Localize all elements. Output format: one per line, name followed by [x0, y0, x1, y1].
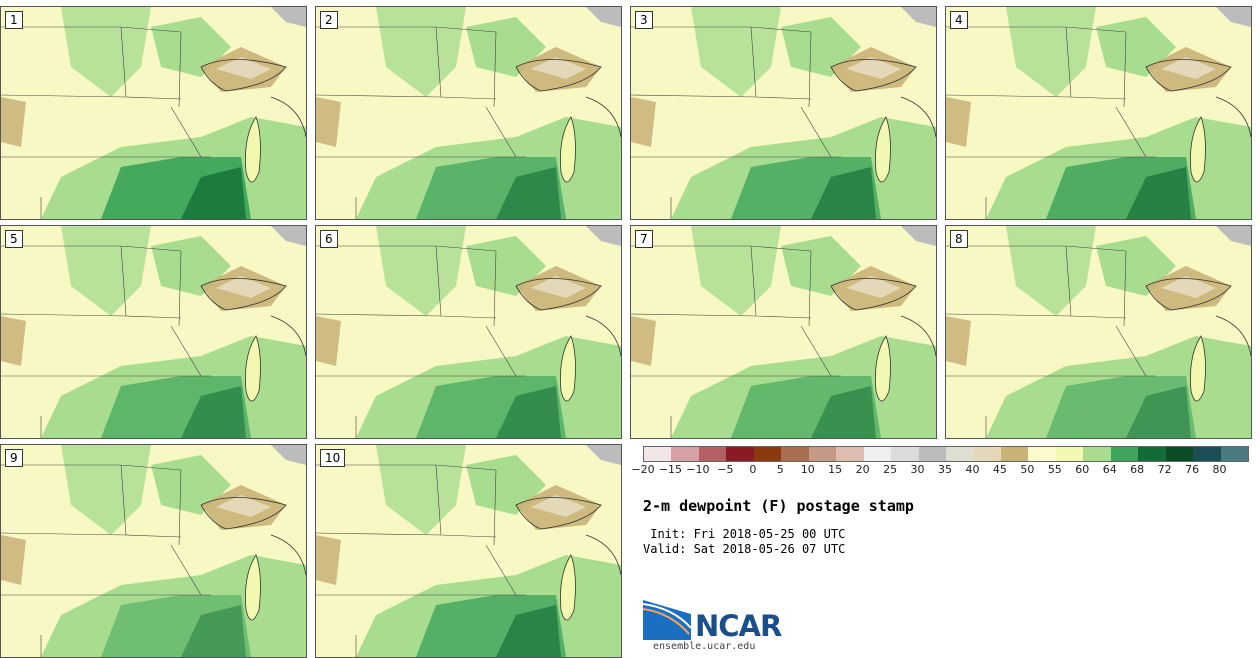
dewpoint-map	[1, 226, 306, 438]
colorbar-tick: −15	[658, 463, 683, 476]
dewpoint-colorbar	[643, 446, 1249, 462]
dewpoint-map	[631, 226, 936, 438]
dewpoint-map	[1, 445, 306, 657]
colorbar-swatch	[1000, 447, 1029, 461]
colorbar-tick: 72	[1157, 463, 1172, 476]
colorbar-tick: 68	[1130, 463, 1145, 476]
postage-stamp-9: 9	[0, 444, 307, 658]
init-time: Init: Fri 2018-05-25 00 UTC	[643, 527, 846, 541]
ncar-logo-icon	[643, 600, 692, 640]
postage-stamp-4: 4	[945, 6, 1252, 220]
stamp-number: 5	[5, 230, 23, 248]
colorbar-swatch	[891, 447, 919, 461]
ncar-logo-text: NCAR	[695, 609, 782, 643]
colorbar-tick: 60	[1075, 463, 1090, 476]
colorbar-tick: 30	[910, 463, 925, 476]
colorbar-swatch	[918, 447, 946, 461]
colorbar-swatch	[726, 447, 754, 461]
postage-stamp-5: 5	[0, 225, 307, 439]
colorbar-swatch	[1110, 447, 1139, 461]
stamp-number: 2	[320, 11, 338, 29]
dewpoint-map	[946, 226, 1251, 438]
colorbar-swatch	[753, 447, 782, 461]
dewpoint-map	[1, 7, 306, 219]
postage-stamp-8: 8	[945, 225, 1252, 439]
dewpoint-map	[316, 7, 621, 219]
colorbar-swatch	[671, 447, 699, 461]
colorbar-swatch	[945, 447, 974, 461]
postage-stamp-6: 6	[315, 225, 622, 439]
stamp-number: 7	[635, 230, 653, 248]
colorbar-swatch	[836, 447, 864, 461]
colorbar-swatch	[1138, 447, 1166, 461]
colorbar-swatch	[698, 447, 727, 461]
stamp-number: 6	[320, 230, 338, 248]
colorbar-tick: 25	[883, 463, 898, 476]
colorbar-swatch	[1220, 447, 1248, 461]
logo-url: ensemble.ucar.edu	[653, 641, 756, 652]
valid-time: Valid: Sat 2018-05-26 07 UTC	[643, 542, 846, 556]
colorbar-swatch	[1028, 447, 1056, 461]
colorbar-tick: 20	[855, 463, 870, 476]
colorbar-tick: 40	[965, 463, 980, 476]
dewpoint-map	[316, 445, 621, 657]
colorbar-tick: −10	[686, 463, 710, 476]
dewpoint-map	[316, 226, 621, 438]
colorbar-swatch	[1193, 447, 1221, 461]
stamp-number: 10	[320, 449, 346, 467]
colorbar-tick: 0	[749, 463, 757, 476]
postage-stamp-3: 3	[630, 6, 937, 220]
colorbar-tick: 15	[828, 463, 843, 476]
colorbar-swatch	[863, 447, 892, 461]
stamp-number: 4	[950, 11, 968, 29]
colorbar-swatch	[1165, 447, 1194, 461]
colorbar-tick: 55	[1047, 463, 1062, 476]
colorbar-tick: 5	[776, 463, 784, 476]
colorbar-tick: −5	[717, 463, 734, 476]
colorbar-swatch	[808, 447, 837, 461]
postage-stamp-10: 10	[315, 444, 622, 658]
dewpoint-map	[631, 7, 936, 219]
colorbar-tick: 76	[1185, 463, 1200, 476]
colorbar-swatch	[644, 447, 672, 461]
colorbar-tick: −20	[631, 463, 655, 476]
postage-stamp-1: 1	[0, 6, 307, 220]
stamp-number: 1	[5, 11, 23, 29]
colorbar-tick: 50	[1020, 463, 1035, 476]
colorbar-tick: 10	[800, 463, 815, 476]
colorbar-swatch	[1083, 447, 1111, 461]
map-title: 2-m dewpoint (F) postage stamp	[643, 497, 914, 515]
postage-stamp-2: 2	[315, 6, 622, 220]
stamp-number: 9	[5, 449, 23, 467]
stamp-number: 8	[950, 230, 968, 248]
colorbar-tick: 80	[1212, 463, 1227, 476]
colorbar-tick: 64	[1102, 463, 1117, 476]
colorbar-swatch	[781, 447, 809, 461]
colorbar-tick-labels: −20 −15 −10 −5 0 5 10 15 20 25 30 35 40 45 50 55 60 64 68 7…	[631, 463, 1247, 477]
colorbar-tick: 45	[992, 463, 1007, 476]
dewpoint-map	[946, 7, 1251, 219]
postage-stamp-7: 7	[630, 225, 937, 439]
colorbar-tick: 35	[938, 463, 952, 476]
colorbar-swatch	[973, 447, 1001, 461]
stamp-number: 3	[635, 11, 653, 29]
colorbar-swatch	[1055, 447, 1084, 461]
